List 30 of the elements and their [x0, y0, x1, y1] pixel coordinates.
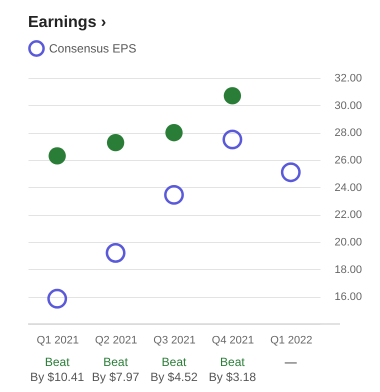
x-tick-label: Q1 2022 [270, 334, 312, 346]
point [222, 130, 242, 150]
point [224, 87, 242, 104]
y-tick-label: 24.00 [334, 182, 362, 194]
legend-label: Consensus EPS [49, 42, 136, 56]
text: Beat By $4.52 [150, 355, 198, 384]
text: Beat By $10.41 [30, 355, 85, 384]
x-tick-label: Q4 2021 [212, 334, 254, 346]
y-tick-label: 32.00 [334, 72, 362, 84]
x-tick-label: Q3 2021 [153, 334, 196, 346]
point [164, 184, 184, 205]
text: Beat By $7.97 [92, 355, 140, 384]
y-tick-label: 26.00 [334, 154, 362, 166]
y-tick-label: 28.00 [334, 127, 362, 140]
point [165, 124, 183, 142]
y-tick-label: 22.00 [334, 209, 362, 222]
text: Beat By $3.18 [208, 355, 256, 384]
y-tick-label: 16.00 [334, 291, 362, 304]
point [47, 288, 68, 309]
y-tick-label: 30.00 [334, 100, 362, 112]
y-tick-label: 20.00 [334, 236, 362, 248]
point [106, 243, 126, 263]
x-tick-label: Q1 2021 [36, 334, 79, 346]
text: — [284, 355, 297, 369]
x-tick-label: Q2 2021 [95, 334, 138, 346]
point [48, 147, 66, 165]
point [106, 134, 124, 152]
y-tick-label: 18.00 [334, 264, 362, 276]
point [280, 162, 301, 182]
chart-title: Earnings › [28, 14, 106, 31]
